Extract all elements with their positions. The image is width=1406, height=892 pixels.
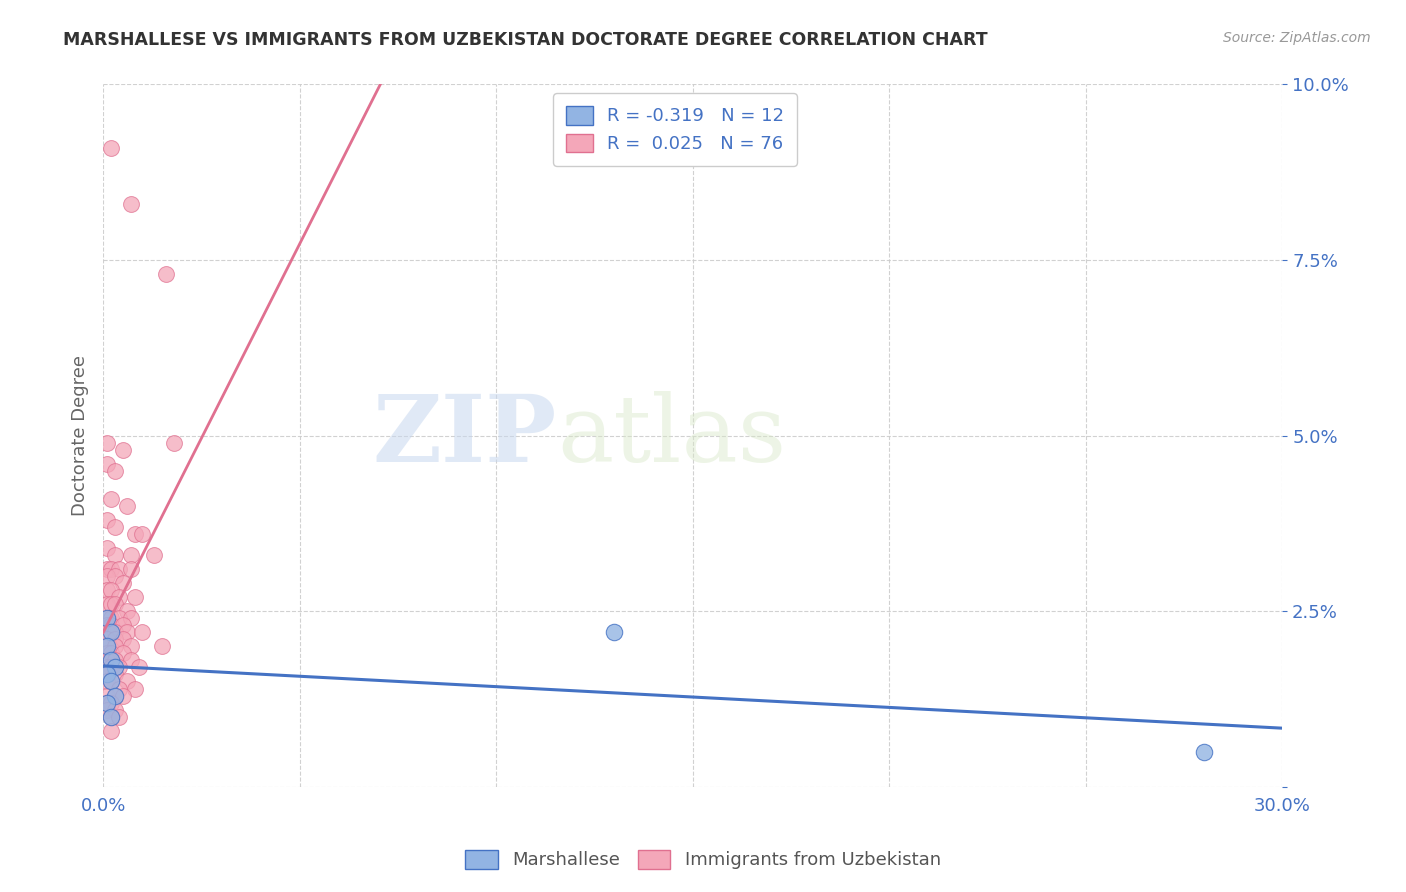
Point [96,632,118,647]
Point [104,667,127,681]
Point [96,618,118,632]
Point [104,689,127,703]
Point [108,562,131,576]
Point [100,723,122,738]
Point [124,681,146,696]
Point [131,625,153,640]
Point [96,611,118,625]
Point [100,583,122,598]
Point [115,499,138,513]
Point [96,583,118,598]
Point [124,590,146,604]
Point [96,653,118,667]
Point [100,491,122,506]
Point [100,646,122,660]
Point [104,569,127,583]
Point [100,618,122,632]
Point [96,513,118,527]
Point [100,611,122,625]
Point [96,696,118,710]
Point [104,660,127,674]
Point [155,267,177,281]
Point [108,660,131,674]
Point [96,702,118,716]
Point [104,653,127,667]
Point [96,660,118,674]
Point [131,527,153,541]
Point [96,674,118,689]
Y-axis label: Doctorate Degree: Doctorate Degree [72,355,89,516]
Point [120,548,142,562]
Point [96,625,118,640]
Point [96,646,118,660]
Point [104,689,127,703]
Point [104,702,127,716]
Legend: Marshallese, Immigrants from Uzbekistan: Marshallese, Immigrants from Uzbekistan [456,841,950,879]
Point [120,562,142,576]
Point [124,527,146,541]
Point [96,457,118,471]
Point [100,674,122,689]
Point [115,625,138,640]
Point [96,569,118,583]
Point [100,709,122,723]
Point [120,611,142,625]
Point [108,590,131,604]
Point [100,674,122,689]
Point [603,625,626,640]
Point [100,562,122,576]
Point [104,520,127,534]
Text: Source: ZipAtlas.com: Source: ZipAtlas.com [1223,31,1371,45]
Point [100,597,122,611]
Text: ZIP: ZIP [373,391,557,481]
Point [115,674,138,689]
Point [100,696,122,710]
Point [111,576,134,591]
Point [108,709,131,723]
Point [96,597,118,611]
Point [96,640,118,654]
Point [104,548,127,562]
Point [96,667,118,681]
Text: atlas: atlas [557,391,786,481]
Point [111,646,134,660]
Point [100,660,122,674]
Point [96,611,118,625]
Point [100,625,122,640]
Point [150,640,173,654]
Point [104,632,127,647]
Point [100,141,122,155]
Point [120,653,142,667]
Text: MARSHALLESE VS IMMIGRANTS FROM UZBEKISTAN DOCTORATE DEGREE CORRELATION CHART: MARSHALLESE VS IMMIGRANTS FROM UZBEKISTA… [63,31,988,49]
Point [100,709,122,723]
Point [120,640,142,654]
Point [111,632,134,647]
Point [120,197,142,211]
Point [111,689,134,703]
Point [111,618,134,632]
Point [108,611,131,625]
Point [104,625,127,640]
Point [1192,745,1215,759]
Point [163,435,186,450]
Point [143,548,166,562]
Point [104,464,127,478]
Point [96,696,118,710]
Point [115,604,138,618]
Point [96,689,118,703]
Point [96,541,118,555]
Point [104,640,127,654]
Point [111,442,134,457]
Point [96,667,118,681]
Point [96,640,118,654]
Legend: R = -0.319   N = 12, R =  0.025   N = 76: R = -0.319 N = 12, R = 0.025 N = 76 [553,94,797,166]
Point [104,597,127,611]
Point [108,681,131,696]
Point [96,562,118,576]
Point [100,653,122,667]
Point [96,435,118,450]
Point [128,660,150,674]
